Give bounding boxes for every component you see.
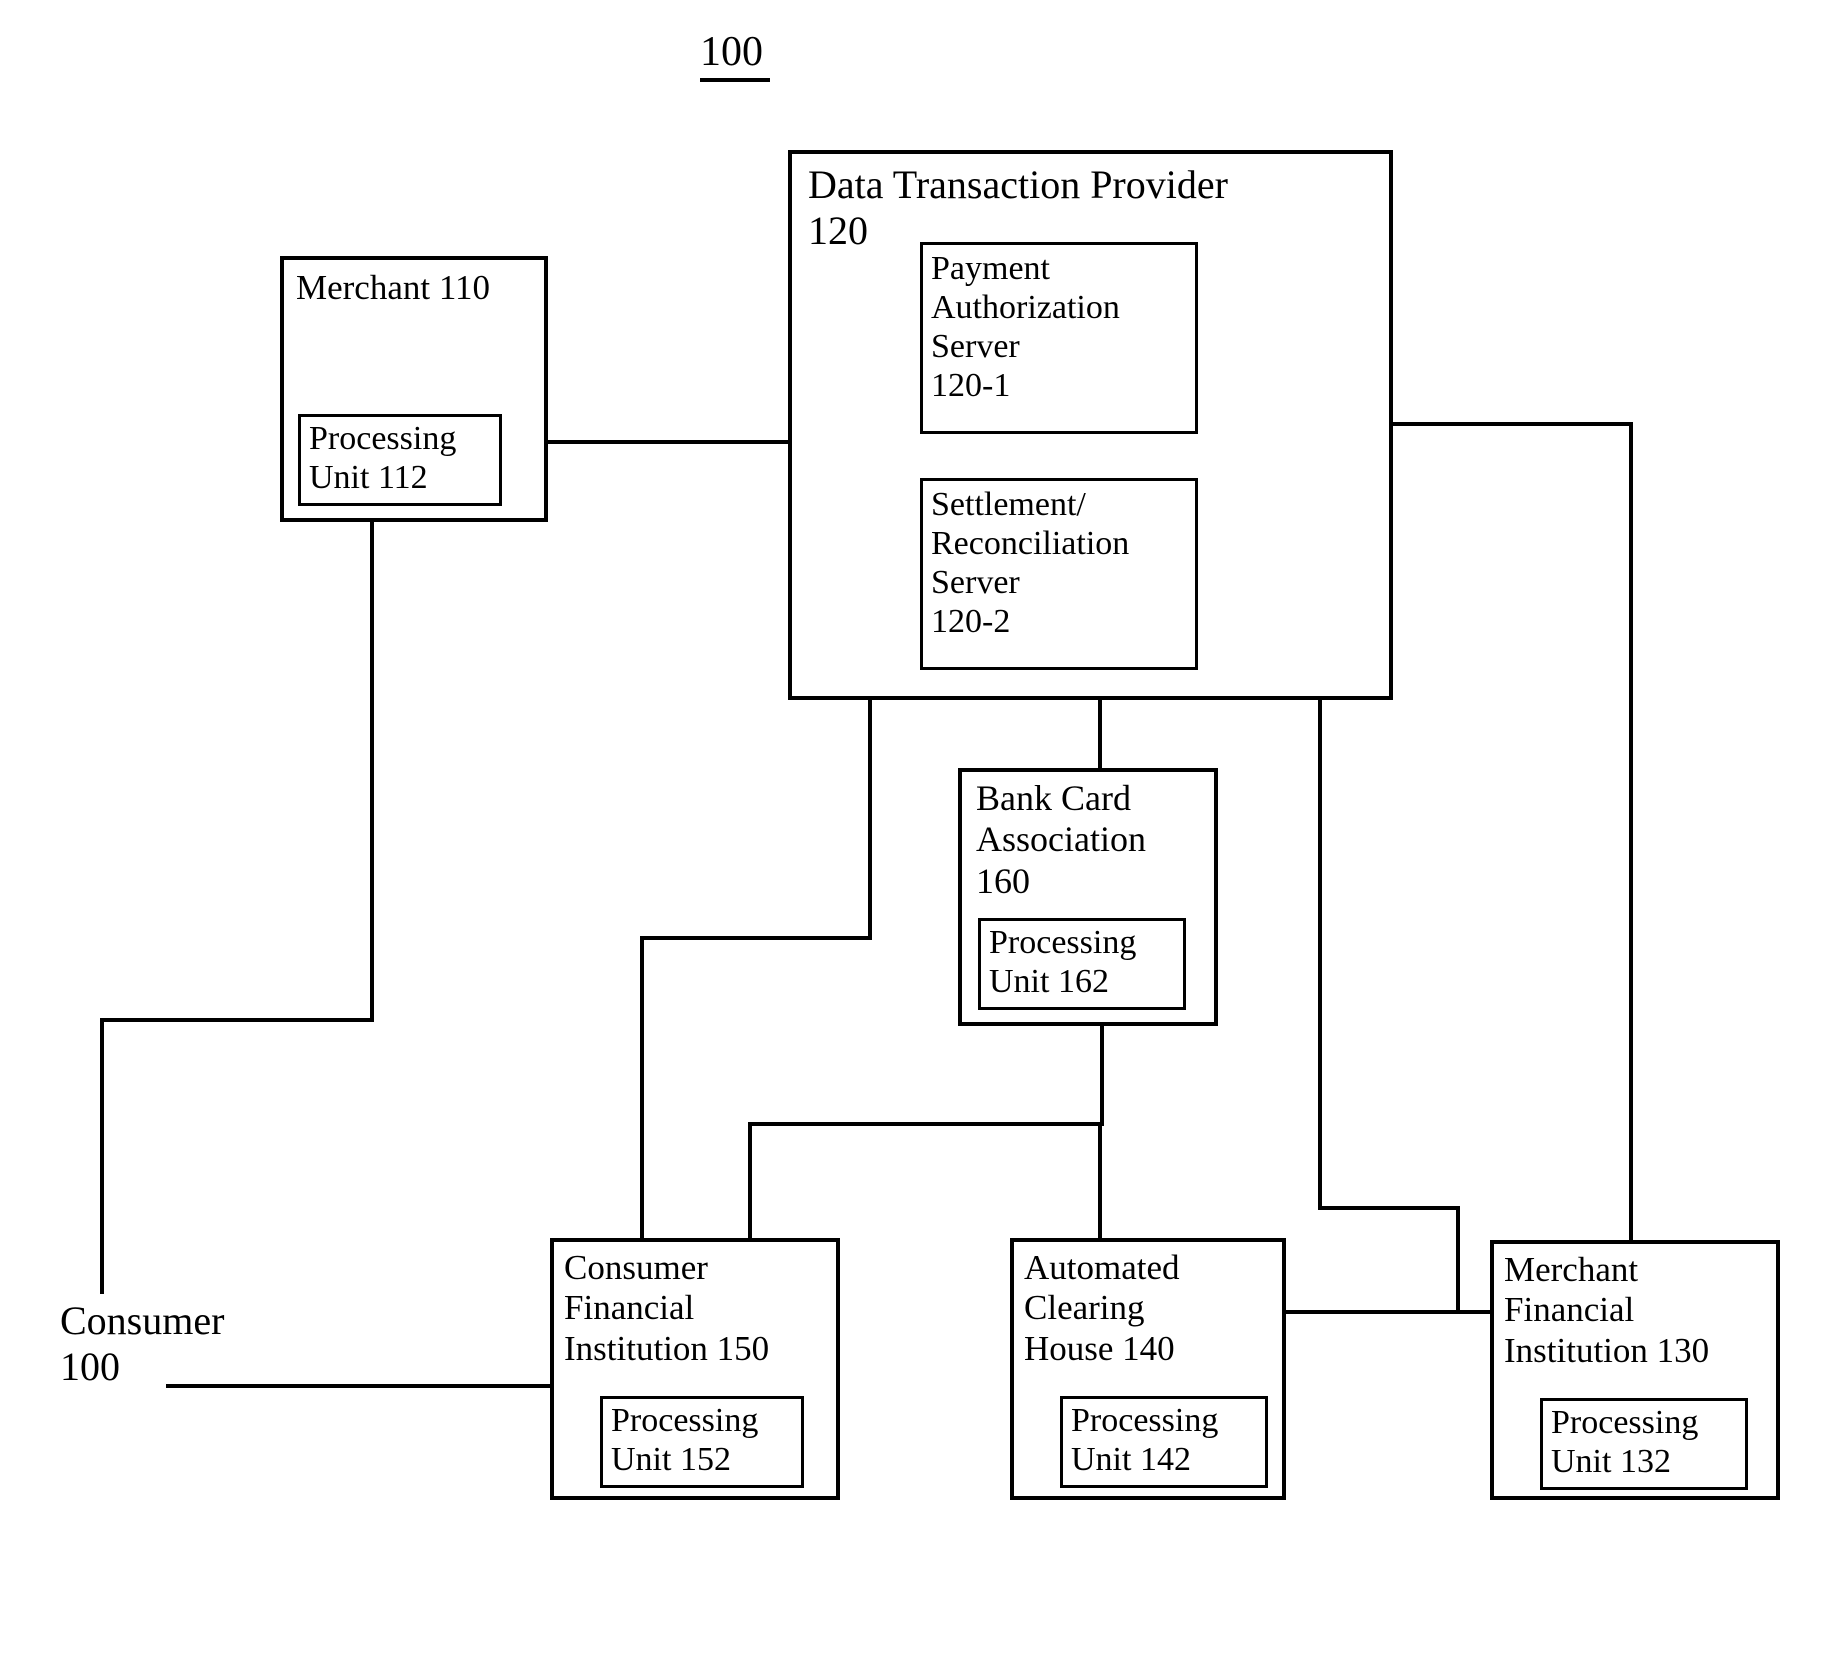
bca-processing-unit-label: Processing Unit 162 — [989, 923, 1136, 1001]
merchant-label: Merchant 110 — [296, 268, 490, 308]
dtp-payment-auth-box: Payment Authorization Server 120-1 — [920, 242, 1198, 434]
bca-processing-unit-box: Processing Unit 162 — [978, 918, 1186, 1010]
cfi-processing-unit-box: Processing Unit 152 — [600, 1396, 804, 1488]
edge — [1629, 422, 1633, 1240]
mfi-processing-unit-box: Processing Unit 132 — [1540, 1398, 1748, 1490]
edge — [1456, 1240, 1460, 1314]
edge — [100, 1018, 104, 1294]
edge — [370, 522, 374, 1022]
merchant-processing-unit-label: Processing Unit 112 — [309, 419, 456, 497]
edge — [1393, 422, 1633, 426]
dtp-payment-auth-label: Payment Authorization Server 120-1 — [931, 249, 1120, 405]
edge — [1456, 1206, 1460, 1240]
edge — [1318, 700, 1322, 1210]
cfi-label: Consumer Financial Institution 150 — [564, 1248, 769, 1369]
figure-title: 100 — [700, 28, 763, 76]
edge — [640, 936, 644, 1238]
merchant-processing-unit-box: Processing Unit 112 — [298, 414, 502, 506]
dtp-settlement-label: Settlement/ Reconciliation Server 120-2 — [931, 485, 1129, 641]
edge — [748, 1122, 1104, 1126]
edge — [868, 700, 872, 940]
cfi-processing-unit-label: Processing Unit 152 — [611, 1401, 758, 1479]
bca-label: Bank Card Association 160 — [976, 778, 1146, 902]
diagram-canvas: 100 Merchant 110 Processing Unit 112 Dat… — [0, 0, 1839, 1660]
edge — [1098, 700, 1102, 768]
mfi-processing-unit-label: Processing Unit 132 — [1551, 1403, 1698, 1481]
ach-label: Automated Clearing House 140 — [1024, 1248, 1180, 1369]
edge — [1098, 1122, 1102, 1238]
edge — [748, 1122, 752, 1238]
figure-title-underline — [700, 78, 770, 82]
edge — [548, 440, 788, 444]
edge — [100, 1018, 374, 1022]
ach-processing-unit-label: Processing Unit 142 — [1071, 1401, 1218, 1479]
consumer-label: Consumer 100 — [60, 1298, 224, 1390]
dtp-label: Data Transaction Provider 120 — [808, 162, 1228, 254]
edge — [1100, 1026, 1104, 1126]
edge — [1456, 1310, 1490, 1314]
ach-processing-unit-box: Processing Unit 142 — [1060, 1396, 1268, 1488]
edge — [640, 936, 872, 940]
dtp-settlement-box: Settlement/ Reconciliation Server 120-2 — [920, 478, 1198, 670]
mfi-label: Merchant Financial Institution 130 — [1504, 1250, 1709, 1371]
edge — [1318, 1206, 1460, 1210]
edge — [1286, 1310, 1456, 1314]
